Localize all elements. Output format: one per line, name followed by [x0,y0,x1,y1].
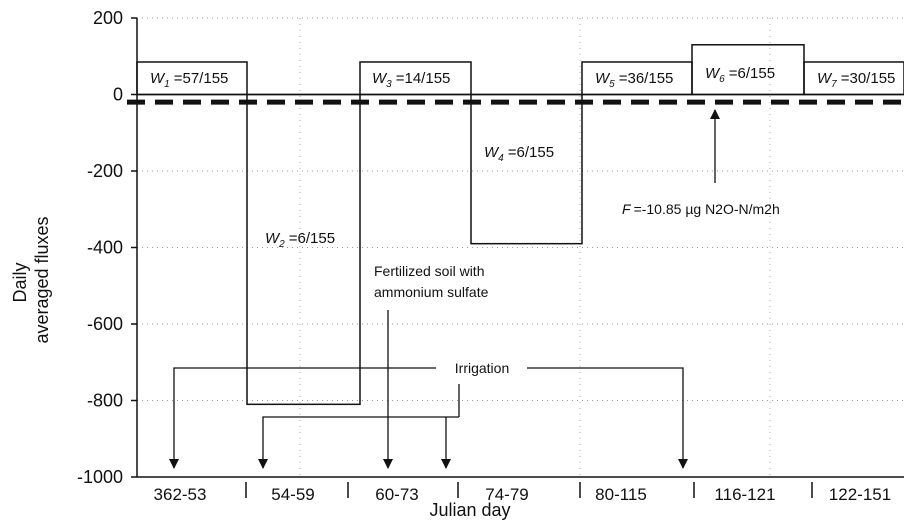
weight-value: =30/155 [841,70,896,87]
grid-lines [137,17,904,477]
weight-label: W3 =14/155 [372,70,450,90]
weight-symbol: W [484,144,500,161]
weight-subscript: 3 [386,79,392,90]
fertilized-annotation-line1: Fertilized soil with [374,263,484,279]
weight-symbol: W [705,65,721,82]
x-category-label: 362-53 [154,485,207,504]
y-axis-label: Daily averaged fluxes [10,216,52,343]
y-tick-label: -600 [87,314,123,334]
x-category-label: 116-121 [714,485,775,504]
x-category-label: 74-79 [485,485,528,504]
bar [803,61,904,96]
weight-value: =6/155 [508,144,554,161]
y-tick-label: -800 [87,391,123,411]
bar [136,61,248,96]
weight-label: W1 =57/155 [150,70,228,90]
weight-label: W4 =6/155 [484,144,554,164]
weight-value: =6/155 [289,230,335,247]
x-axis-categories: 362-53 54-59 60-73 74-79 80-115 116-121 122-15… [154,482,891,504]
weight-symbol: W [372,70,388,87]
weight-symbol: W [595,70,611,87]
weight-symbol: W [265,230,281,247]
irrigation-arrow-lower-left [258,416,459,469]
weight-subscript: 1 [164,79,170,90]
x-category-label: 122-151 [829,485,891,504]
x-category-label: 54-59 [271,485,314,504]
bar [470,93,583,245]
y-tick-label: -1000 [77,467,123,487]
y-tick-label: 200 [93,8,123,28]
x-category-label: 80-115 [595,485,647,504]
weight-label: W6 =6/155 [705,65,775,85]
irrigation-arrow-right [527,367,688,469]
weight-symbol: W [150,70,166,87]
weight-subscript: 2 [278,239,285,250]
weight-subscript: 6 [719,74,725,85]
bars [136,44,904,406]
weight-label: W7 =30/155 [817,70,895,90]
weight-value: =6/155 [729,65,775,82]
weight-symbol: W [817,70,833,87]
irrigation-annotation: Irrigation [455,360,509,376]
annotations: F =-10.85 µg N2O-N/m2h Fertilized soil wit… [169,109,780,469]
x-category-label: 60-73 [375,485,418,504]
weight-value: =57/155 [174,70,229,87]
x-axis-label: Julian day [429,500,510,520]
y-tick-label: -400 [87,238,123,258]
mean-flux-symbol: F [622,201,632,217]
weight-label: W2 =6/155 [265,230,335,250]
weight-label: W5 =36/155 [595,70,673,90]
weight-value: =14/155 [396,70,451,87]
y-tick-label: -200 [87,161,123,181]
y-axis-label-line2: averaged fluxes [32,216,52,343]
bar [246,93,361,406]
weight-subscript: 5 [609,79,615,90]
mean-flux-value: =-10.85 µg N2O-N/m2h [634,201,780,217]
y-axis-ticks: 200 0 -200 -400 -600 -800 -1000 [77,8,137,487]
mean-flux-annotation: F =-10.85 µg N2O-N/m2h [622,201,780,217]
weight-subscript: 4 [498,153,504,164]
weight-value: =36/155 [619,70,674,87]
fertilized-annotation-line2: ammonium sulfate [374,284,489,300]
irrigation-arrow-left [169,367,436,469]
y-tick-label: 0 [113,85,123,105]
y-axis-label-line1: Daily [10,263,30,303]
weight-subscript: 7 [831,79,837,90]
bar [359,61,472,96]
